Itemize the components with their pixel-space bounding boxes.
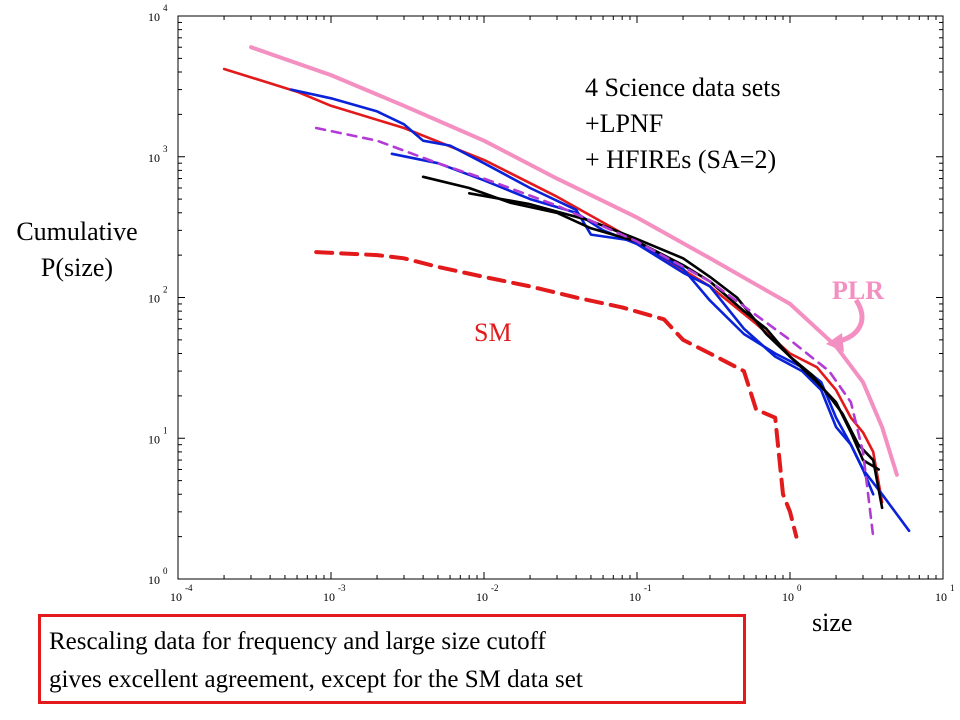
y-tick-exponent: 2 [163,285,168,295]
y-tick-label: 10 [148,432,160,446]
x-tick-exponent: 0 [797,583,802,593]
x-tick-exponent: -1 [644,583,652,593]
annotation-line-1: 4 Science data sets [585,73,781,102]
y-tick-exponent: 0 [163,566,168,576]
caption-line-2: gives excellent agreement, except for th… [49,666,583,693]
x-tick-exponent: -2 [491,583,499,593]
y-axis-label-line-2: P(size) [40,253,114,282]
x-tick-exponent: -3 [338,583,346,593]
y-tick-label: 10 [148,151,160,165]
plot-frame [177,15,944,580]
caption-box: Rescaling data for frequency and large s… [38,614,746,704]
x-axis-label: size [812,608,853,637]
series-line-plr [249,45,899,477]
axis-ticks [177,15,944,580]
y-tick-exponent: 3 [163,144,168,154]
y-tick-exponent: 4 [163,3,168,13]
plr-label: PLR [832,276,884,305]
series-line-4 [390,152,875,496]
caption-line-1: Rescaling data for frequency and large s… [49,628,546,655]
y-axis-label: Cumulative P(size) [2,214,152,286]
series-line-sm [314,250,799,539]
sm-label: SM [474,318,512,347]
x-tick-exponent: 1 [950,583,955,593]
x-tick-label: 10 [476,590,488,604]
annotation-line-3: + HFIREs (SA=2) [585,145,777,174]
series-line-2 [222,67,884,504]
plr-arrow-head [826,333,844,352]
y-axis-label-line-1: Cumulative [16,217,138,246]
y-tick-label: 10 [148,10,160,24]
x-tick-label: 10 [935,590,947,604]
series-line-7 [314,126,875,538]
annotation-line-2: +LPNF [585,109,664,138]
x-tick-label: 10 [323,590,335,604]
series-line-6 [467,192,881,471]
y-tick-label: 10 [148,573,160,587]
x-tick-label: 10 [170,590,182,604]
x-tick-label: 10 [629,590,641,604]
x-tick-exponent: -4 [185,583,193,593]
annotation-note: 4 Science data sets +LPNF + HFIREs (SA=2… [585,70,781,178]
y-tick-exponent: 1 [163,425,168,435]
x-tick-label: 10 [782,590,794,604]
series-group [222,45,911,539]
y-tick-label: 10 [148,292,160,306]
